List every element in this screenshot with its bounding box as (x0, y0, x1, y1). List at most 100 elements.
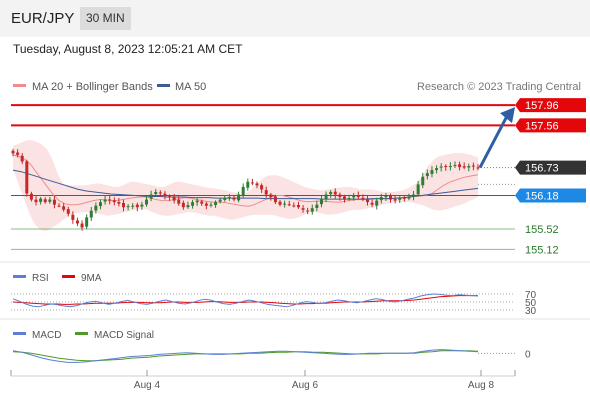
candle-body (384, 196, 388, 198)
candle-body (232, 197, 236, 200)
candle-body (16, 152, 20, 155)
candle-body (329, 191, 333, 195)
macd-legend-label: MACD (32, 330, 61, 341)
candle-body (458, 164, 462, 168)
level-label-box (515, 118, 586, 133)
candle-body (296, 205, 300, 208)
candle-body (315, 204, 319, 209)
candle-body (338, 194, 342, 198)
candle-body (186, 205, 190, 208)
candle-body (402, 197, 406, 199)
level-labels: 157.96 157.56 156.73 156.18 155.52 155.12 (515, 98, 586, 256)
level-label-157.56: 157.56 (525, 120, 559, 132)
candle-body (292, 205, 296, 207)
candle-body (117, 201, 121, 204)
candle-body (66, 209, 70, 214)
level-label-box (515, 98, 586, 113)
candle-body (421, 176, 425, 186)
candle-body (269, 194, 273, 198)
candle-body (112, 200, 116, 203)
candle-body (237, 194, 241, 201)
candle-body (412, 194, 416, 197)
date-line: Tuesday, August 8, 2023 12:05:21 AM CET (13, 42, 243, 56)
candle-body (214, 202, 218, 206)
rsi-legend-swatch (13, 275, 26, 278)
candle-body (467, 166, 471, 168)
candle-body (121, 202, 125, 208)
candle-body (145, 199, 149, 205)
candle-body (310, 208, 314, 212)
candle-body (448, 166, 452, 168)
forecast-arrow-head (500, 107, 515, 124)
candle-body (273, 196, 277, 203)
candle-body (29, 193, 33, 200)
candle-body (168, 196, 172, 198)
candle-body (462, 166, 466, 168)
moving-averages (12, 154, 479, 207)
candle-body (375, 200, 379, 206)
candle-body (430, 170, 434, 174)
candle-body (250, 182, 254, 184)
candle-body (200, 201, 204, 204)
ma50-line (12, 169, 479, 200)
level-label-156.18: 156.18 (525, 191, 559, 203)
candle-body (149, 194, 153, 199)
candle-body (425, 173, 429, 177)
candle-body (20, 155, 24, 162)
ma50-legend-label: MA 50 (175, 81, 206, 93)
candle-body (260, 185, 264, 190)
candle-body (389, 195, 393, 200)
candle-body (283, 203, 287, 205)
rsi-ma-legend-label: 9MA (81, 273, 102, 284)
macd-tick-0: 0 (525, 349, 531, 360)
macd-panel: 0 (12, 349, 531, 363)
candle-body (48, 199, 52, 202)
candle-body (135, 204, 139, 208)
level-label-box (515, 188, 586, 203)
pair-label: EUR/JPY (11, 10, 75, 27)
rsi-ma-legend-swatch (62, 275, 75, 278)
candle-body (278, 201, 282, 205)
candle-body (163, 193, 167, 196)
rsi-tick-50: 50 (525, 298, 537, 309)
signal-legend-swatch (75, 332, 88, 335)
candle-body (342, 196, 346, 200)
forecast-arrow-shaft (478, 115, 509, 169)
signal-legend-label: MACD Signal (94, 330, 154, 341)
candle-body (154, 191, 158, 195)
candle-body (71, 214, 75, 220)
candle-body (333, 191, 337, 195)
candle-body (131, 205, 135, 207)
candle-body (324, 194, 328, 200)
candle-body (209, 204, 213, 206)
candle-body (80, 223, 84, 228)
candle-body (416, 184, 420, 195)
level-label-box (515, 160, 586, 175)
candle-body (366, 199, 370, 203)
rsi-ma-line (12, 295, 478, 305)
candle-body (246, 181, 250, 188)
candle-body (361, 197, 365, 200)
macd-legend-swatch (13, 332, 26, 335)
level-label-156.73: 156.73 (525, 163, 559, 175)
candle-body (319, 199, 323, 205)
candle-body (158, 192, 162, 194)
ma50-legend-swatch (157, 84, 170, 87)
candle-body (223, 198, 227, 201)
candle-body (301, 208, 305, 210)
candle-body (43, 199, 47, 203)
candle-body (62, 206, 66, 210)
candle-body (126, 206, 130, 208)
candle-body (398, 198, 402, 200)
rsi-legend-label: RSI (32, 273, 49, 284)
candle-body (407, 197, 411, 199)
candle-body (379, 197, 383, 201)
ma20-legend-swatch (13, 84, 26, 87)
timeframe-badge[interactable]: 30 MIN (80, 7, 131, 30)
candle-body (177, 199, 181, 204)
candle-body (264, 190, 268, 195)
candle-body (140, 204, 144, 207)
candle-body (453, 165, 457, 167)
ma20-legend-label: MA 20 + Bollinger Bands (32, 81, 153, 93)
